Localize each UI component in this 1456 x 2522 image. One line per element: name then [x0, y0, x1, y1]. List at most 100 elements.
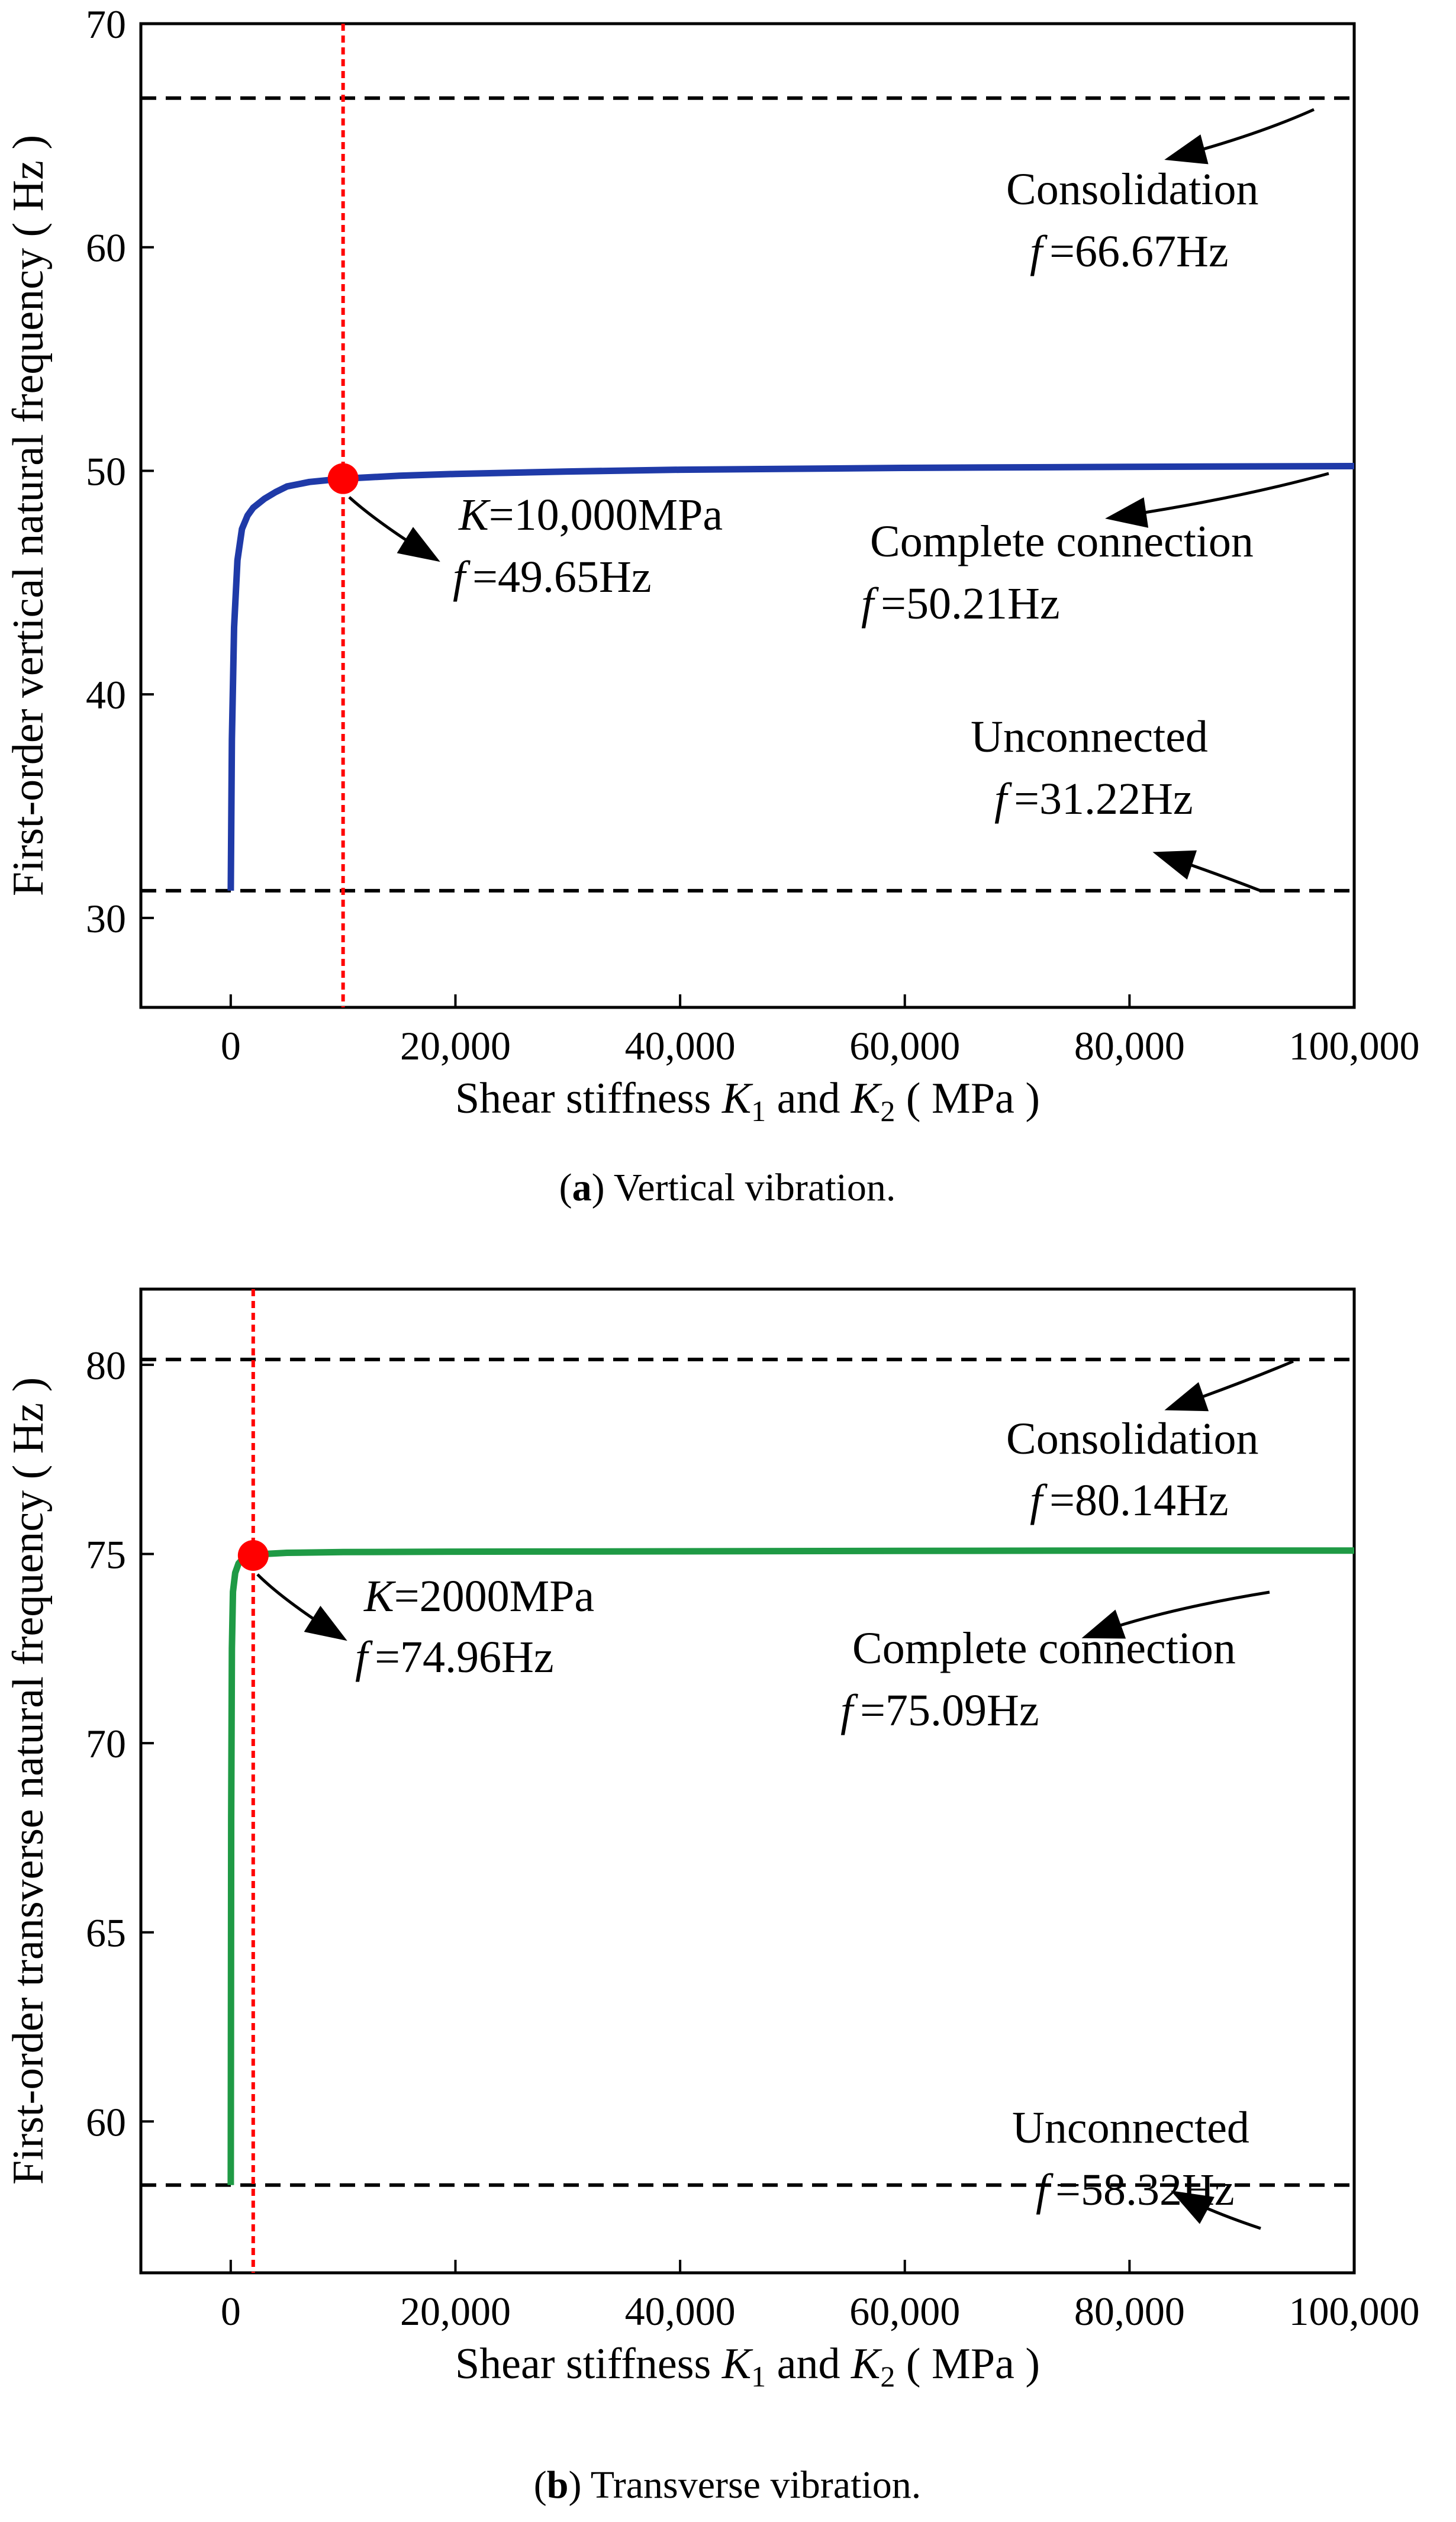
arrow-complete-connection — [1081, 1590, 1270, 1639]
x-tick-label: 20,000 — [400, 2289, 511, 2334]
marker-label: K=10,000MPa — [458, 490, 723, 540]
y-tick-label: 65 — [86, 1911, 126, 1956]
reference-unconnected-frequency: f =31.22Hz — [994, 774, 1193, 824]
arrow-marker — [256, 1573, 347, 1641]
marker-f-value: =49.65Hz — [472, 552, 651, 602]
y-tick-label: 60 — [86, 2099, 126, 2144]
complete-connection-label: Complete connection — [852, 1624, 1236, 1673]
y-axis-label: First-order transverse natural frequency… — [4, 1377, 53, 2185]
arrow-marker-head — [397, 527, 440, 562]
x-tick-label: 40,000 — [625, 2289, 736, 2334]
caption-text: Vertical vibration. — [614, 1166, 896, 1209]
x-axis-k2-subscript: 2 — [880, 1094, 895, 1128]
panel-caption: (b) Transverse vibration. — [534, 2463, 922, 2507]
marker-k-value: =10,000MPa — [489, 490, 723, 540]
y-tick-label: 30 — [86, 896, 126, 941]
marker-frequency: f =49.65Hz — [453, 552, 652, 602]
x-axis-label-suffix: ( MPa ) — [895, 1074, 1040, 1123]
x-tick-label: 20,000 — [400, 1023, 511, 1068]
y-tick-label: 70 — [86, 1721, 126, 1766]
marker-point — [327, 463, 359, 494]
x-axis-k2-subscript: 2 — [880, 2360, 895, 2393]
x-axis-label: Shear stiffness K1 and K2 ( MPa ) — [455, 2340, 1040, 2393]
x-axis-label-prefix: Shear stiffness — [455, 2340, 722, 2388]
x-tick-label: 60,000 — [849, 2289, 960, 2334]
caption-letter: b — [547, 2463, 569, 2507]
x-tick-label: 0 — [221, 2289, 241, 2334]
marker-k-value: =2000MPa — [394, 1571, 594, 1621]
arrow-marker — [348, 496, 440, 562]
panel-a-vertical-vibration: 0 20,000 40,000 60,000 80,000 100,000 30 40 50 60… — [4, 2, 1420, 1209]
caption-close-paren: ) — [568, 2463, 590, 2507]
x-axis-k1-subscript: 1 — [751, 2360, 766, 2393]
caption-close-paren: ) — [592, 1166, 614, 1209]
arrow-consolidation-head — [1164, 1382, 1209, 1412]
x-axis-label-middle: and — [766, 2340, 851, 2388]
x-tick-label: 100,000 — [1289, 2289, 1420, 2334]
arrow-unconnected — [1170, 2191, 1261, 2230]
reference-unconnected-label: Unconnected — [1012, 2103, 1249, 2153]
marker-k-symbol: K — [458, 490, 491, 540]
reference-consolidation-f-value: =66.67Hz — [1049, 227, 1228, 276]
complete-connection-f-value: =75.09Hz — [860, 1686, 1039, 1735]
y-tick-label: 60 — [86, 226, 126, 270]
reference-unconnected-f-value: =31.22Hz — [1014, 774, 1193, 824]
y-axis-label: First-order vertical natural frequency (… — [4, 135, 53, 896]
x-tick-label: 80,000 — [1074, 2289, 1185, 2334]
caption-letter: a — [572, 1166, 592, 1209]
y-tick-label: 70 — [86, 2, 126, 47]
y-tick-label: 40 — [86, 672, 126, 717]
marker-f-symbol: f — [453, 552, 471, 602]
panel-caption: (a) Vertical vibration. — [559, 1166, 896, 1209]
x-tick-label: 100,000 — [1289, 1023, 1420, 1068]
reference-consolidation-frequency: f =80.14Hz — [1030, 1476, 1229, 1525]
arrow-complete-connection-head — [1105, 497, 1149, 528]
reference-consolidation-label: Consolidation — [1006, 1414, 1258, 1464]
complete-connection-f-symbol: f — [861, 579, 879, 629]
marker-point — [237, 1540, 269, 1571]
panel-b-transverse-vibration: 0 20,000 40,000 60,000 80,000 100,000 60 65 70 75… — [4, 1287, 1420, 2507]
marker-k-symbol: K — [363, 1571, 396, 1621]
marker-f-symbol: f — [355, 1632, 373, 1682]
marker-frequency: f =74.96Hz — [355, 1632, 554, 1682]
x-axis-label-suffix: ( MPa ) — [895, 2340, 1040, 2388]
arrow-complete-connection-head — [1081, 1609, 1126, 1639]
x-axis-k1-symbol: K — [721, 2340, 753, 2388]
y-tick-label: 50 — [86, 449, 126, 494]
complete-connection-frequency: f =75.09Hz — [840, 1686, 1039, 1735]
reference-unconnected-label: Unconnected — [971, 712, 1208, 762]
arrow-unconnected-head — [1170, 2191, 1215, 2224]
caption-text: Transverse vibration. — [591, 2463, 922, 2507]
series-line — [227, 463, 1355, 891]
complete-connection-frequency: f =50.21Hz — [861, 579, 1060, 629]
y-tick-label: 75 — [86, 1532, 126, 1577]
arrow-consolidation — [1164, 108, 1315, 165]
marker-label: K=2000MPa — [363, 1571, 594, 1621]
complete-connection-label: Complete connection — [870, 517, 1254, 566]
x-axis-k2-symbol: K — [851, 1074, 882, 1123]
x-tick-label: 60,000 — [849, 1023, 960, 1068]
arrow-consolidation — [1164, 1360, 1294, 1412]
x-axis-label: Shear stiffness K1 and K2 ( MPa ) — [455, 1074, 1040, 1128]
reference-consolidation-label: Consolidation — [1006, 165, 1258, 214]
x-axis-k1-symbol: K — [721, 1074, 753, 1123]
reference-consolidation-f-value: =80.14Hz — [1049, 1476, 1228, 1525]
x-axis-label-prefix: Shear stiffness — [455, 1074, 722, 1123]
arrow-consolidation-head — [1164, 134, 1209, 165]
y-tick-label: 80 — [86, 1343, 126, 1388]
complete-connection-f-value: =50.21Hz — [881, 579, 1059, 629]
plot-frame — [139, 1287, 1356, 2275]
caption-open-paren: ( — [534, 2463, 547, 2507]
plot-frame — [139, 22, 1356, 1009]
x-axis-label-middle: and — [766, 1074, 851, 1123]
reference-unconnected-f-symbol: f — [994, 774, 1012, 824]
x-tick-label: 0 — [221, 1023, 241, 1068]
complete-connection-f-symbol: f — [840, 1686, 858, 1735]
x-axis-k1-subscript: 1 — [751, 1094, 766, 1128]
arrow-marker-head — [304, 1605, 347, 1641]
caption-open-paren: ( — [559, 1166, 572, 1209]
x-tick-label: 80,000 — [1074, 1023, 1185, 1068]
x-tick-label: 40,000 — [625, 1023, 736, 1068]
arrow-unconnected — [1152, 850, 1261, 893]
